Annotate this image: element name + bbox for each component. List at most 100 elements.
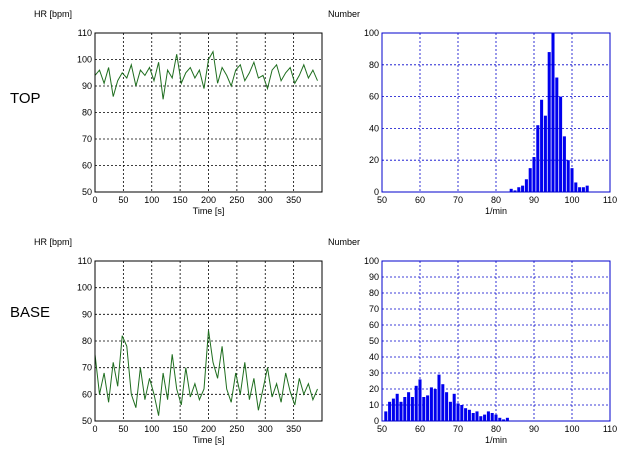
top-hr-ylabel: HR [bpm] (34, 9, 72, 19)
top-hist-bar (543, 115, 547, 192)
top-hist-xtick-label: 70 (453, 195, 463, 205)
base-hist-bar (429, 387, 433, 421)
base-hist-bar (437, 374, 441, 421)
top-hist-bar (559, 96, 563, 192)
base-hist-xtick-label: 50 (377, 424, 387, 434)
base-hist-bar (448, 401, 452, 421)
top-hr-ytick-label: 90 (82, 81, 92, 91)
base-hist-bar (505, 417, 509, 421)
base-hr-xlabel: Time [s] (193, 435, 225, 445)
top-hist-bar (578, 187, 582, 192)
top-hist-ylabel: Number (328, 9, 360, 19)
base-hist-ytick-label: 60 (369, 320, 379, 330)
base-hist-xtick-label: 80 (491, 424, 501, 434)
base-hist-ylabel: Number (328, 237, 360, 247)
base-hr-ytick-label: 100 (77, 283, 92, 293)
base-hist-ytick-label: 70 (369, 304, 379, 314)
base-hist-ytick-label: 30 (369, 368, 379, 378)
base-hr-series-line (94, 330, 318, 416)
base-hist-bar (498, 417, 502, 421)
top-hr-xtick-label: 50 (118, 195, 128, 205)
base-hist-bar (486, 411, 490, 421)
base-hist-bar (464, 408, 468, 421)
base-hr-ylabel: HR [bpm] (34, 237, 72, 247)
base-hist-bar (490, 413, 494, 421)
top-hist-bar (547, 52, 551, 192)
row-label-base: BASE (10, 304, 51, 321)
top-hist-bar (551, 33, 555, 192)
top-hist-bar (555, 77, 559, 192)
top-hist-ytick-label: 40 (369, 123, 379, 133)
base-hr-ytick-label: 70 (82, 363, 92, 373)
base-hist-bar (456, 403, 460, 421)
top-hist-bar (574, 182, 578, 192)
top-hist-bar (536, 125, 540, 192)
top-hr-xtick-label: 0 (92, 195, 97, 205)
base-hist-bar (426, 395, 430, 421)
base-hist-bar (414, 385, 418, 421)
top-hist-bar (517, 187, 521, 192)
base-hist-bar (407, 392, 411, 421)
top-hist-bar (585, 185, 589, 192)
top-hr-xtick-label: 150 (173, 195, 188, 205)
top-hist-ytick-label: 80 (369, 60, 379, 70)
base-hr-ytick-label: 90 (82, 309, 92, 319)
top-hist-bar (532, 157, 536, 192)
base-hist-bar (479, 416, 483, 421)
base-hr-ytick-label: 110 (78, 256, 92, 266)
top-hr-ytick-label: 80 (82, 108, 92, 118)
base-hist-ytick-label: 10 (369, 400, 379, 410)
top-hr-axes-frame (94, 32, 323, 193)
top-hist-xtick-label: 90 (529, 195, 539, 205)
top-hist-ytick-label: 0 (374, 187, 379, 197)
base-hr-xtick-label: 150 (173, 424, 188, 434)
base-hist-bar (483, 414, 487, 421)
base-hist-bar (422, 397, 426, 421)
base-hist-bar (418, 379, 422, 421)
top-hist-bar (528, 168, 532, 192)
top-hist-plot-area (382, 33, 610, 192)
base-hist-xlabel: 1/min (485, 435, 507, 445)
base-hist-ytick-label: 80 (369, 288, 379, 298)
base-hr-xtick-label: 200 (201, 424, 216, 434)
base-hist-bar (502, 419, 506, 421)
base-hist-bar (494, 414, 498, 421)
top-hist-bar (509, 188, 513, 192)
top-hr-xlabel: Time [s] (193, 206, 225, 216)
base-hist-bar (391, 398, 395, 421)
top-hist-xlabel: 1/min (485, 206, 507, 216)
top-hr-ytick-label: 60 (82, 161, 92, 171)
base-hist-bar (410, 397, 414, 421)
base-hist-xtick-label: 70 (453, 424, 463, 434)
base-hist-ytick-label: 90 (369, 272, 379, 282)
base-hist-bar (475, 411, 479, 421)
top-hist-bar (581, 187, 585, 192)
base-hist-xtick-label: 90 (529, 424, 539, 434)
top-hist-bar (524, 179, 528, 192)
base-hr-xtick-label: 350 (286, 424, 301, 434)
top-hist-xtick-label: 60 (415, 195, 425, 205)
top-hist-xtick-label: 50 (377, 195, 387, 205)
top-hr-series-line (94, 50, 318, 100)
base-hr-xtick-label: 300 (258, 424, 273, 434)
base-hist-ytick-label: 0 (374, 416, 379, 426)
top-hist-bar (566, 160, 570, 192)
top-hist-bar (521, 185, 525, 192)
base-hist-bar (452, 393, 456, 421)
top-hr-xtick-label: 300 (258, 195, 273, 205)
top-hr-xtick-label: 100 (144, 195, 159, 205)
top-hist-ytick-label: 20 (369, 155, 379, 165)
top-hist-ytick-label: 100 (364, 28, 379, 38)
top-hr-xtick-label: 350 (286, 195, 301, 205)
base-hist-bar (460, 405, 464, 421)
base-hist-bar (399, 401, 403, 421)
base-hist-bar (388, 401, 392, 421)
base-hist-bar (445, 392, 449, 421)
base-hist-bar (384, 411, 388, 421)
base-hist-ytick-label: 50 (369, 336, 379, 346)
base-hr-ytick-label: 80 (82, 336, 92, 346)
base-hist-xtick-label: 110 (603, 424, 617, 434)
base-hist-xtick-label: 100 (564, 424, 579, 434)
top-hist-bar (540, 99, 544, 192)
